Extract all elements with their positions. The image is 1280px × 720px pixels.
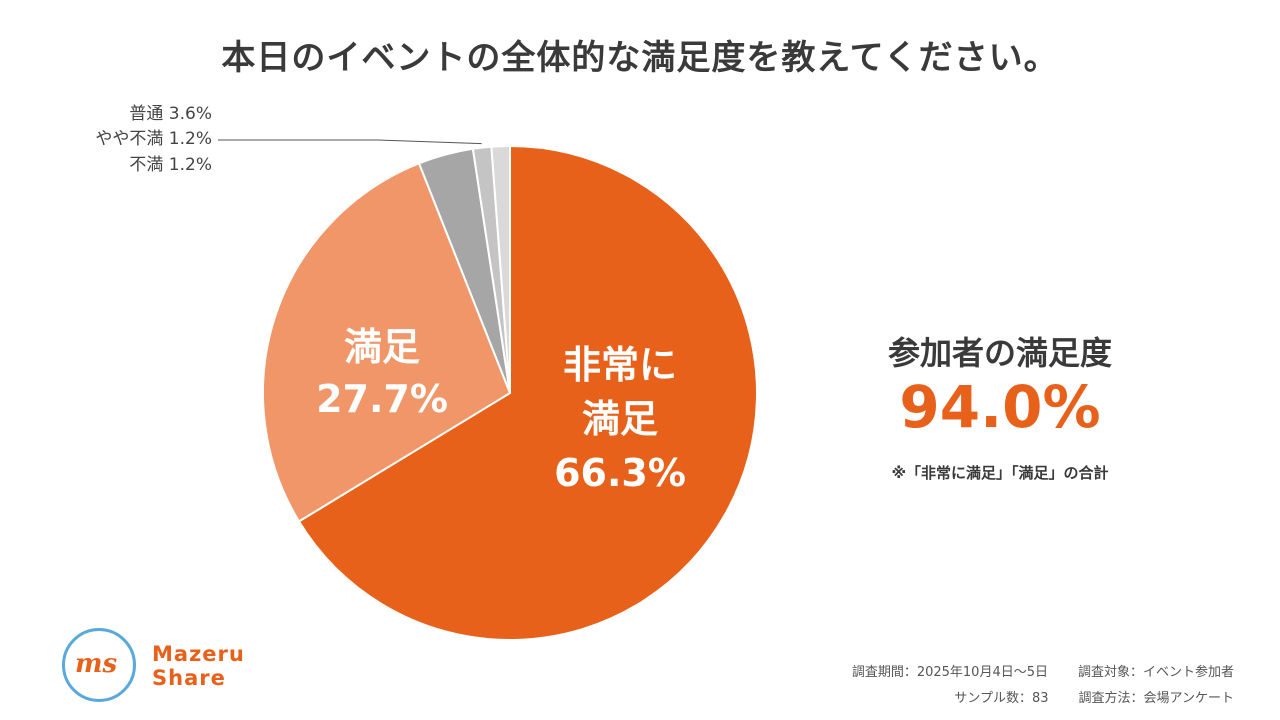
survey-method: 調査方法：会場アンケート <box>1078 691 1234 706</box>
slice-2-label: 普通 3.6% <box>129 104 212 124</box>
logo-text: Mazeru Share <box>152 642 245 690</box>
pie-slice-0 <box>297 144 758 641</box>
mazeru-share-logo: ms Mazeru Share <box>62 628 252 708</box>
slice-3-label: やや不満 1.2% <box>95 129 212 149</box>
small-slices-leader-line <box>218 139 482 145</box>
logo-line-1: Mazeru <box>152 642 245 666</box>
logo-circle-icon: ms <box>62 628 136 702</box>
logo-mark: ms <box>75 649 118 679</box>
slice-1-label: 満足 <box>344 325 420 369</box>
pie-slice-1 <box>262 162 512 523</box>
survey-period: 調査期間：2025年10月4日〜5日 <box>851 665 1048 680</box>
survey-samples: サンプル数：83 <box>954 691 1049 706</box>
pie-slice-4 <box>490 144 511 394</box>
slice-4-label: 不満 1.2% <box>129 155 212 175</box>
slice-1-value: 27.7% <box>316 377 448 421</box>
slice-0-value: 66.3% <box>554 451 686 495</box>
summary-note: ※「非常に満足」「満足」の合計 <box>891 463 1109 482</box>
summary-label: 参加者の満足度 <box>887 334 1112 372</box>
chart-title: 本日のイベントの全体的な満足度を教えてください。 <box>221 38 1059 78</box>
survey-target: 調査対象：イベント参加者 <box>1077 665 1234 680</box>
summary-value: 94.0% <box>899 373 1101 441</box>
satisfaction-summary: 参加者の満足度 94.0% ※「非常に満足」「満足」の合計 <box>800 328 1200 483</box>
logo-line-2: Share <box>152 666 226 690</box>
survey-footer: 調査期間：2025年10月4日〜5日 調査対象：イベント参加者 サンプル数：83… <box>822 660 1234 712</box>
slice-0-label-line2: 満足 <box>582 397 658 441</box>
slice-0-label-line1: 非常に <box>563 343 677 387</box>
